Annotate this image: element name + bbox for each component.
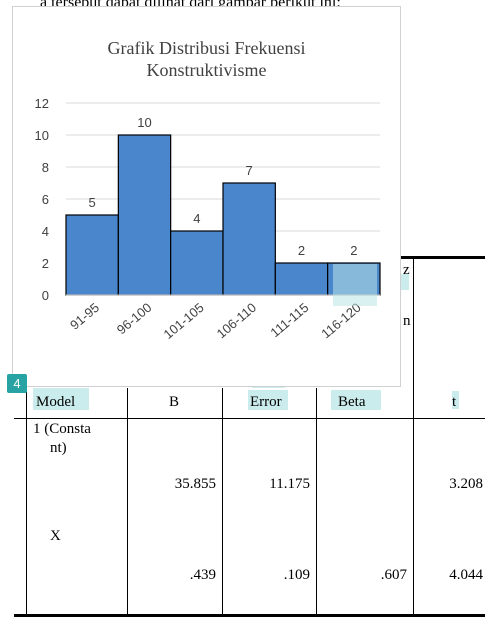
y-tick-label: 8 [42, 160, 49, 175]
row-label: nt) [50, 440, 67, 456]
highlight-band [331, 390, 381, 410]
x-category-label: 91-95 [67, 300, 102, 333]
histogram-chart[interactable]: Grafik Distribusi Frekuensi Konstruktivi… [12, 6, 401, 387]
table-cell: .439 [189, 567, 216, 583]
y-tick-label: 2 [42, 256, 49, 271]
partial-header-text: n [403, 313, 411, 329]
histogram-bar [274, 262, 329, 296]
bar-data-label: 7 [246, 163, 253, 178]
row-label: X [50, 528, 61, 544]
table-col-divider [316, 388, 317, 616]
chart-title: Konstruktivisme [146, 60, 267, 80]
table-cell: 4.044 [449, 567, 483, 583]
table-col-divider [222, 388, 223, 616]
table-cell: .109 [283, 567, 310, 583]
y-tick-label: 10 [35, 128, 49, 143]
chart-title: Grafik Distribusi Frekuensi [107, 38, 306, 58]
bar-data-label: 2 [298, 243, 305, 258]
chart-plot: 0 2 4 6 8 10 12 5 91-95 10 96-100 4 101-105 7 106-110 2… [35, 96, 381, 342]
x-category-label: 116-120 [318, 300, 363, 342]
highlight-band [33, 388, 89, 410]
table-cell: 35.855 [174, 476, 216, 492]
table-col-divider [127, 388, 128, 616]
table-cell: 3.208 [449, 476, 483, 492]
y-tick-label: 6 [42, 192, 49, 207]
partial-header-text: z [403, 262, 410, 278]
row-label: 1 (Consta [33, 421, 91, 437]
bar-data-label: 5 [89, 195, 96, 210]
x-category-label: 106-110 [214, 300, 259, 342]
bar-data-label: 2 [350, 243, 357, 258]
table-header-border [14, 418, 485, 419]
table-cell: .607 [380, 567, 407, 583]
y-tick-label: 0 [42, 288, 49, 303]
highlight-band [452, 391, 459, 409]
col-header-b: B [169, 394, 180, 410]
bar-data-label: 10 [137, 115, 151, 130]
x-category-label: 111-115 [267, 300, 311, 340]
col-header-model: Model [36, 394, 76, 410]
y-tick-label: 4 [42, 224, 49, 239]
object-index-badge: 4 [7, 374, 27, 393]
table-left-border [26, 388, 27, 616]
body-text-line: a tersebut dapat dilihat dari gambar ber… [40, 0, 341, 12]
y-tick-label: 12 [35, 96, 49, 111]
col-header-error: Error [250, 394, 282, 410]
col-header-t: t [452, 394, 457, 410]
table-bottom-border [14, 614, 485, 617]
table-col-divider [413, 256, 414, 616]
x-category-label: 101-105 [161, 300, 207, 342]
x-category-label: 96-100 [114, 300, 155, 338]
col-header-beta: Beta [338, 394, 366, 410]
histogram-bar [117, 134, 172, 296]
histogram-bar [222, 182, 276, 296]
histogram-bar [170, 230, 224, 296]
table-cell: 11.175 [269, 476, 310, 492]
highlight-band [248, 390, 288, 410]
highlight-band [333, 264, 377, 306]
bar-data-label: 4 [193, 211, 200, 226]
histogram-bar [65, 214, 119, 296]
